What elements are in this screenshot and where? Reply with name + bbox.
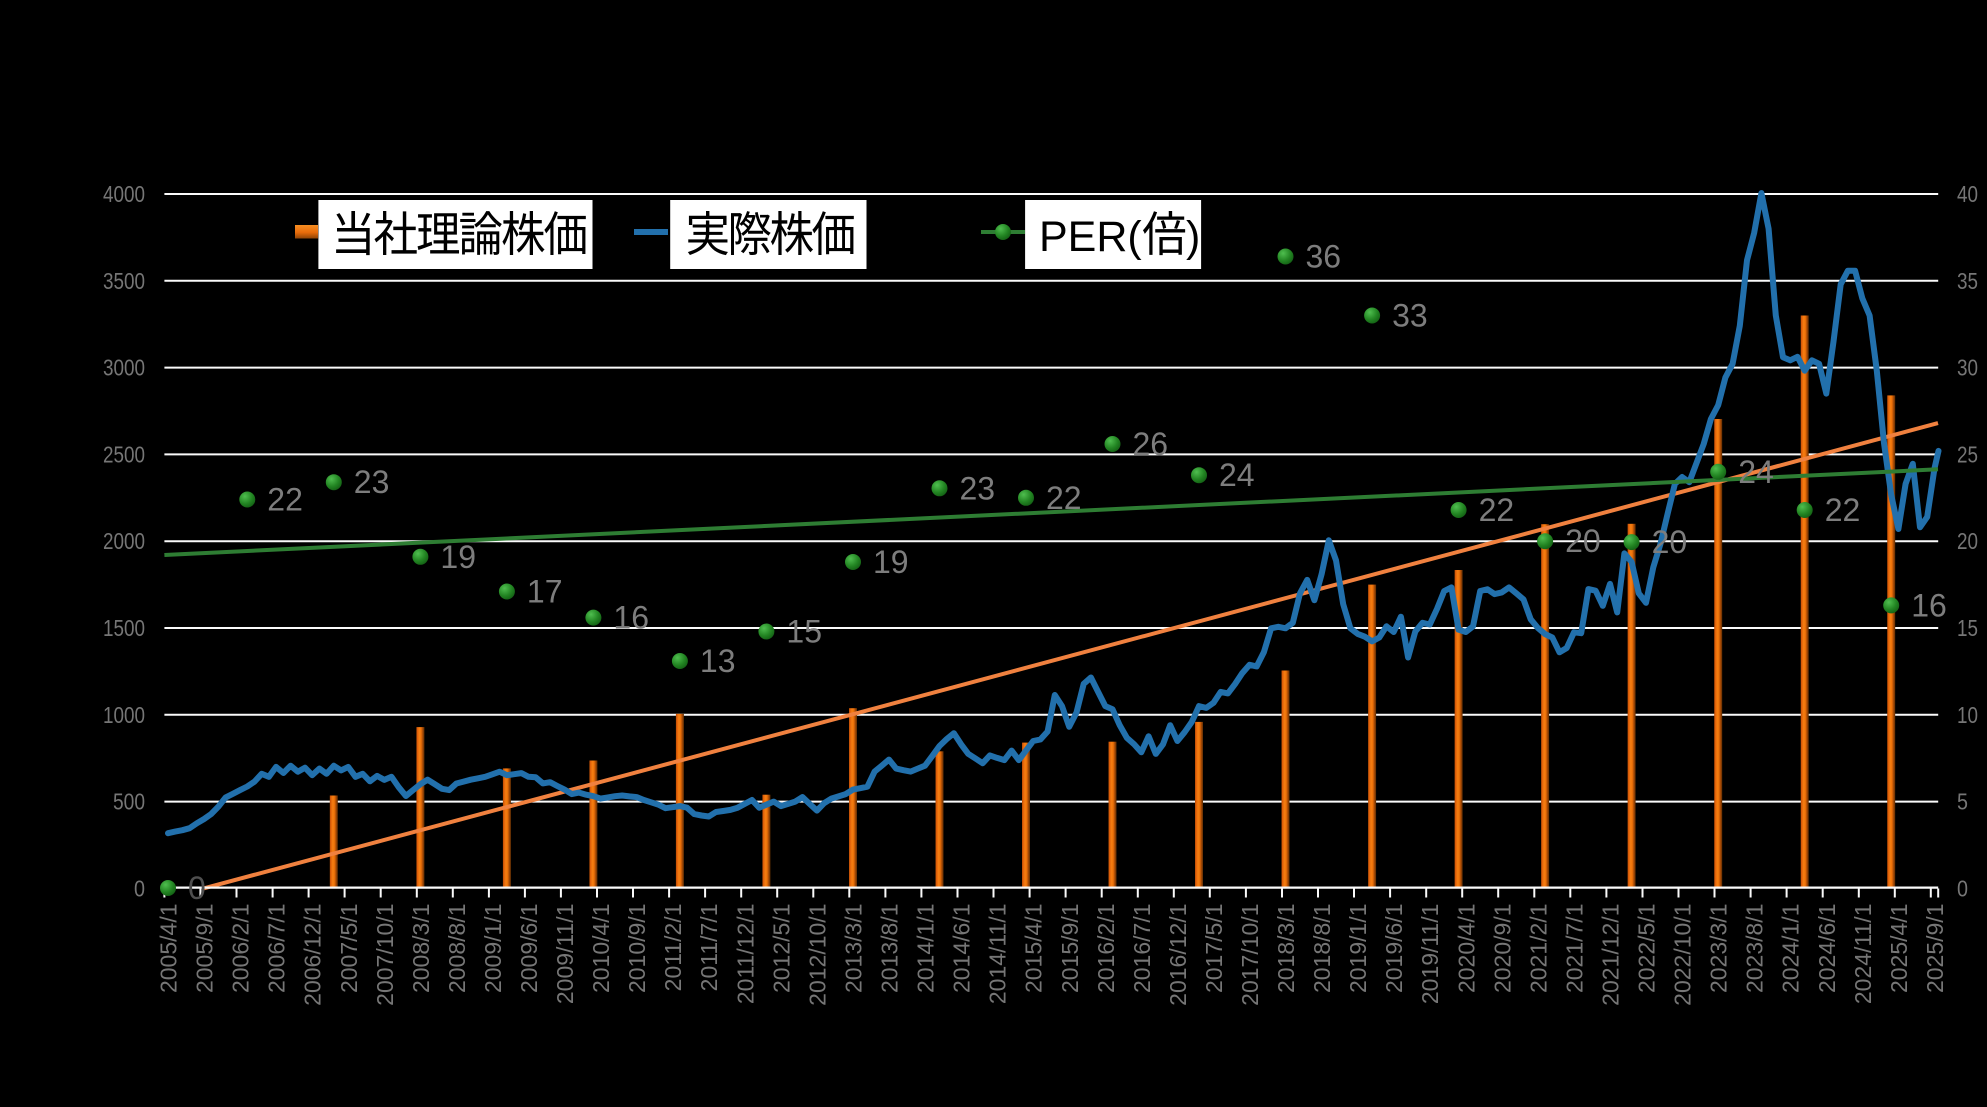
svg-text:15: 15: [1957, 615, 1978, 641]
svg-text:1000: 1000: [103, 702, 145, 728]
svg-text:40: 40: [1957, 181, 1978, 207]
svg-text:2024/11/1: 2024/11/1: [1850, 904, 1876, 1005]
svg-text:24: 24: [1738, 454, 1774, 490]
svg-text:36: 36: [1306, 239, 1342, 275]
svg-text:2017/5/1: 2017/5/1: [1201, 904, 1227, 994]
svg-text:2016/2/1: 2016/2/1: [1093, 904, 1119, 994]
svg-text:2000: 2000: [103, 528, 145, 554]
svg-text:2015/9/1: 2015/9/1: [1057, 904, 1083, 994]
svg-text:22: 22: [267, 482, 303, 518]
svg-text:2025/9/1: 2025/9/1: [1922, 904, 1948, 994]
svg-text:2019/6/1: 2019/6/1: [1381, 904, 1407, 994]
svg-text:4000: 4000: [103, 181, 145, 207]
svg-text:0: 0: [1957, 875, 1968, 901]
svg-text:24: 24: [1219, 457, 1255, 493]
svg-text:20: 20: [1565, 523, 1601, 559]
svg-text:2006/2/1: 2006/2/1: [228, 904, 254, 994]
svg-text:2025/4/1: 2025/4/1: [1886, 904, 1912, 994]
svg-text:2012/5/1: 2012/5/1: [768, 904, 794, 994]
svg-text:5: 5: [1957, 789, 1968, 815]
svg-text:2014/6/1: 2014/6/1: [949, 904, 975, 994]
svg-text:2013/3/1: 2013/3/1: [840, 904, 866, 994]
svg-text:2021/7/1: 2021/7/1: [1561, 904, 1587, 994]
svg-text:23: 23: [960, 470, 996, 506]
svg-text:2011/12/1: 2011/12/1: [732, 904, 758, 1005]
svg-text:2009/6/1: 2009/6/1: [516, 904, 542, 994]
svg-text:20: 20: [1957, 528, 1978, 554]
svg-text:2021/12/1: 2021/12/1: [1598, 904, 1624, 1006]
svg-text:2017/10/1: 2017/10/1: [1237, 904, 1263, 1006]
svg-text:2018/8/1: 2018/8/1: [1309, 904, 1335, 994]
svg-text:2006/7/1: 2006/7/1: [264, 904, 290, 994]
svg-text:19: 19: [440, 539, 476, 575]
svg-text:2008/8/1: 2008/8/1: [444, 904, 470, 994]
svg-text:2021/2/1: 2021/2/1: [1525, 904, 1551, 994]
svg-text:2019/11/1: 2019/11/1: [1417, 904, 1443, 1005]
svg-text:500: 500: [113, 789, 145, 815]
svg-text:16: 16: [613, 600, 649, 636]
svg-text:2009/1/1: 2009/1/1: [480, 904, 506, 994]
svg-text:2007/10/1: 2007/10/1: [372, 904, 398, 1006]
svg-text:PER(: PER(: [1039, 213, 1142, 261]
svg-text:1500: 1500: [103, 615, 145, 641]
svg-text:2007/5/1: 2007/5/1: [336, 904, 362, 994]
svg-text:10: 10: [1957, 702, 1978, 728]
svg-text:2010/9/1: 2010/9/1: [624, 904, 650, 994]
svg-text:19: 19: [873, 544, 909, 580]
svg-text:): ): [1186, 213, 1200, 261]
svg-text:2023/8/1: 2023/8/1: [1742, 904, 1768, 994]
svg-text:2023/3/1: 2023/3/1: [1706, 904, 1732, 994]
svg-text:2018/3/1: 2018/3/1: [1273, 904, 1299, 994]
svg-text:2014/11/1: 2014/11/1: [985, 904, 1011, 1005]
svg-text:15: 15: [786, 614, 822, 650]
svg-text:2008/3/1: 2008/3/1: [408, 904, 434, 994]
svg-text:2024/1/1: 2024/1/1: [1778, 904, 1804, 994]
svg-text:2011/2/1: 2011/2/1: [660, 904, 686, 992]
svg-text:33: 33: [1392, 298, 1428, 334]
svg-text:22: 22: [1046, 480, 1082, 516]
svg-text:2020/4/1: 2020/4/1: [1453, 904, 1479, 994]
svg-text:2010/4/1: 2010/4/1: [588, 904, 614, 994]
svg-text:2022/5/1: 2022/5/1: [1634, 904, 1660, 994]
svg-text:2020/9/1: 2020/9/1: [1489, 904, 1515, 994]
svg-text:2005/9/1: 2005/9/1: [192, 904, 218, 994]
svg-text:2011/7/1: 2011/7/1: [696, 904, 722, 992]
svg-text:25: 25: [1957, 441, 1978, 467]
svg-text:2006/12/1: 2006/12/1: [300, 904, 326, 1006]
svg-text:20: 20: [1652, 524, 1688, 560]
svg-text:2013/8/1: 2013/8/1: [877, 904, 903, 994]
svg-text:2009/11/1: 2009/11/1: [552, 904, 578, 1005]
svg-text:35: 35: [1957, 268, 1978, 294]
svg-text:2012/10/1: 2012/10/1: [804, 904, 830, 1006]
svg-text:2005/4/1: 2005/4/1: [156, 904, 182, 994]
svg-text:26: 26: [1133, 426, 1169, 462]
svg-text:23: 23: [354, 464, 390, 500]
svg-text:2022/10/1: 2022/10/1: [1670, 904, 1696, 1006]
svg-text:13: 13: [700, 643, 736, 679]
svg-text:2016/7/1: 2016/7/1: [1129, 904, 1155, 994]
svg-text:22: 22: [1479, 492, 1515, 528]
svg-text:3000: 3000: [103, 355, 145, 381]
svg-text:17: 17: [527, 574, 563, 610]
svg-text:16: 16: [1911, 587, 1947, 623]
svg-text:2019/1/1: 2019/1/1: [1345, 904, 1371, 994]
svg-text:2500: 2500: [103, 441, 145, 467]
svg-text:2016/12/1: 2016/12/1: [1165, 904, 1191, 1006]
svg-text:2024/6/1: 2024/6/1: [1814, 904, 1840, 994]
svg-text:2014/1/1: 2014/1/1: [913, 904, 939, 994]
svg-text:30: 30: [1957, 355, 1978, 381]
svg-text:3500: 3500: [103, 268, 145, 294]
svg-text:22: 22: [1825, 492, 1861, 528]
svg-text:0: 0: [188, 870, 206, 906]
svg-text:2015/4/1: 2015/4/1: [1021, 904, 1047, 994]
svg-text:0: 0: [134, 875, 145, 901]
